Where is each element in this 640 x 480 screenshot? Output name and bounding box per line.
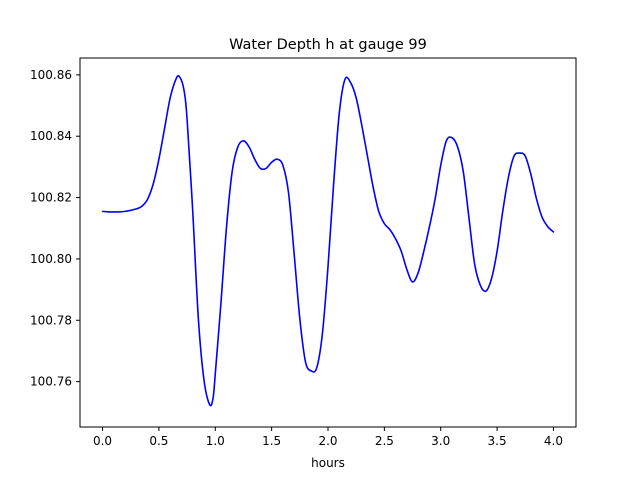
x-tick-label: 2.5: [375, 434, 394, 448]
y-tick-label: 100.80: [30, 252, 72, 266]
y-tick-label: 100.82: [30, 191, 72, 205]
y-tick-label: 100.78: [30, 313, 72, 327]
y-tick-label: 100.76: [30, 375, 72, 389]
x-tick-label: 1.5: [262, 434, 281, 448]
x-tick-label: 3.5: [488, 434, 507, 448]
x-tick-label: 0.0: [93, 434, 112, 448]
x-tick-label: 1.0: [206, 434, 225, 448]
y-axis-ticks: 100.76 100.78 100.80 100.82 100.84 100.86: [30, 68, 80, 389]
y-tick-label: 100.86: [30, 68, 72, 82]
plot-layer: [101, 74, 555, 407]
x-tick-label: 3.0: [431, 434, 450, 448]
x-tick-label: 0.5: [149, 434, 168, 448]
y-tick-label: 100.84: [30, 129, 72, 143]
series-line-0: [101, 74, 555, 407]
x-tick-label: 4.0: [544, 434, 563, 448]
x-axis-label: hours: [311, 456, 345, 470]
x-tick-label: 2.0: [318, 434, 337, 448]
x-axis-ticks: 0.0 0.5 1.0 1.5 2.0 2.5 3.0 3.5 4.0: [93, 427, 563, 448]
chart-title: Water Depth h at gauge 99: [229, 37, 427, 53]
plot-area-frame: [79, 57, 577, 428]
